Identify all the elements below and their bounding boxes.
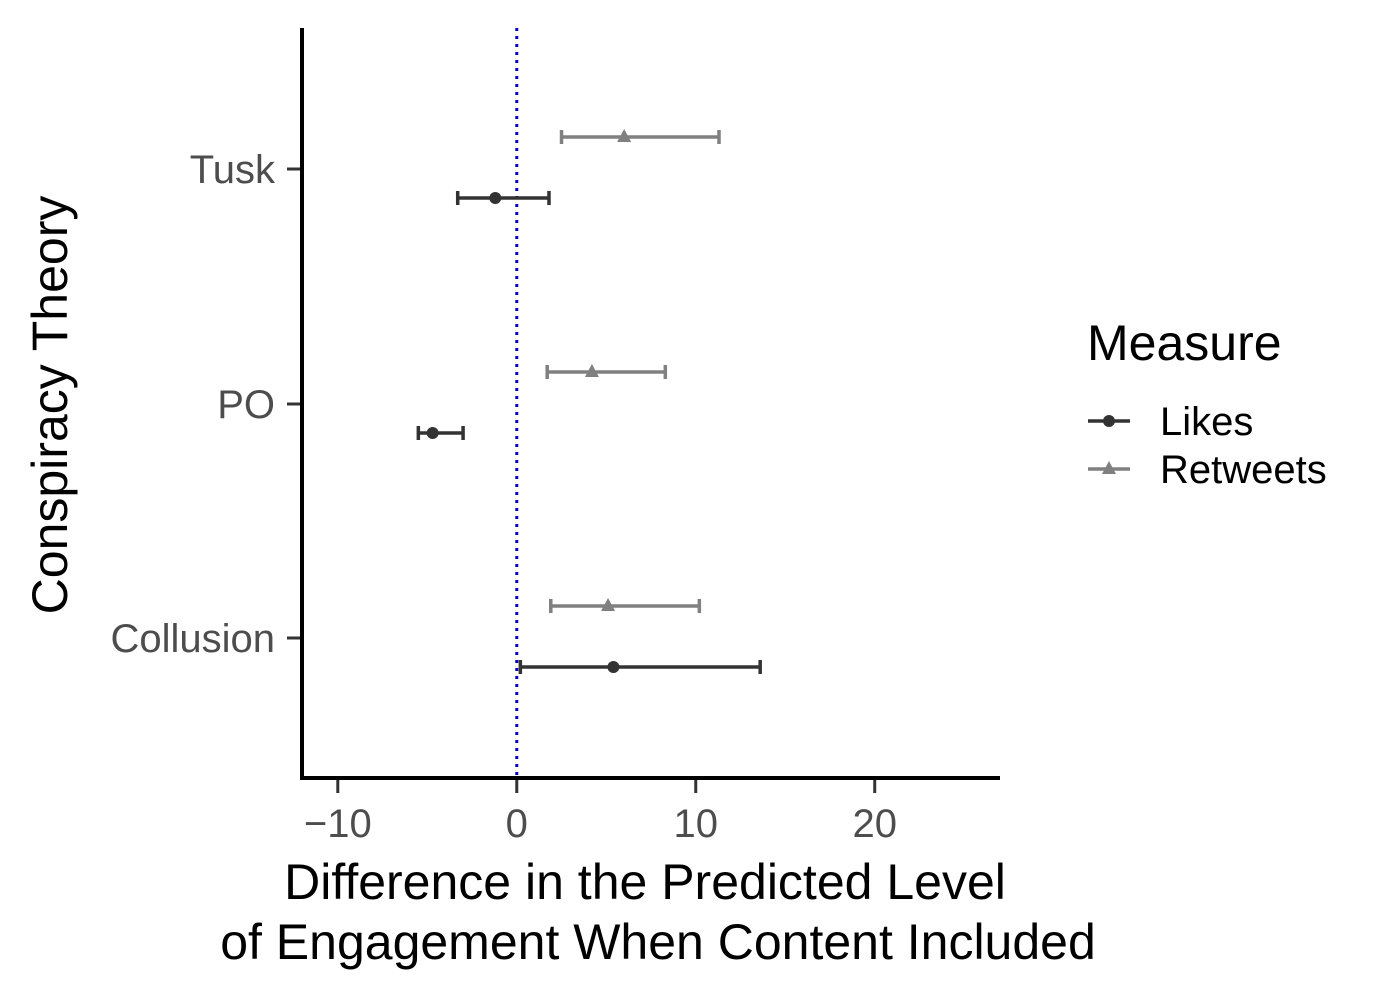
point-group-retweets-po: [545, 364, 668, 379]
plot-layer: [416, 28, 762, 776]
x-tick-label: 20: [852, 802, 897, 846]
point-group-likes-po: [416, 426, 465, 440]
y-tick-label-collusion: Collusion: [110, 617, 275, 661]
legend-label-retweets: Retweets: [1160, 448, 1327, 492]
marker-likes-collusion: [607, 661, 620, 673]
x-axis-title-line-1: Difference in the Predicted Level: [284, 854, 1006, 910]
marker-likes-po: [426, 427, 439, 439]
point-group-retweets-collusion: [549, 598, 702, 613]
marker-retweets-tusk: [617, 129, 632, 142]
ticks-layer: −10 0 10 20 Tusk PO Collusion: [110, 148, 896, 846]
legend-key-marker: [1103, 415, 1115, 427]
x-axis-title-line-2: of Engagement When Content Included: [220, 914, 1096, 970]
point-group-retweets-tusk: [559, 129, 721, 144]
legend-label-likes: Likes: [1160, 400, 1253, 444]
legend-item-likes: Likes: [1088, 400, 1253, 444]
axes-layer: [300, 28, 1000, 780]
y-tick-label-po: PO: [217, 383, 275, 427]
y-axis-title: Conspiracy Theory: [22, 196, 78, 615]
legend-key-marker: [1102, 461, 1116, 474]
marker-likes-tusk: [489, 192, 502, 204]
marker-retweets-po: [584, 364, 599, 377]
legend-title: Measure: [1087, 315, 1282, 371]
x-tick-label: 10: [673, 802, 718, 846]
x-tick-label: −10: [304, 802, 372, 846]
legend-item-retweets: Retweets: [1088, 448, 1327, 492]
marker-retweets-collusion: [601, 598, 616, 611]
point-group-likes-collusion: [518, 660, 762, 674]
point-group-likes-tusk: [455, 191, 551, 205]
y-tick-label-tusk: Tusk: [190, 148, 276, 192]
x-tick-label: 0: [506, 802, 528, 846]
